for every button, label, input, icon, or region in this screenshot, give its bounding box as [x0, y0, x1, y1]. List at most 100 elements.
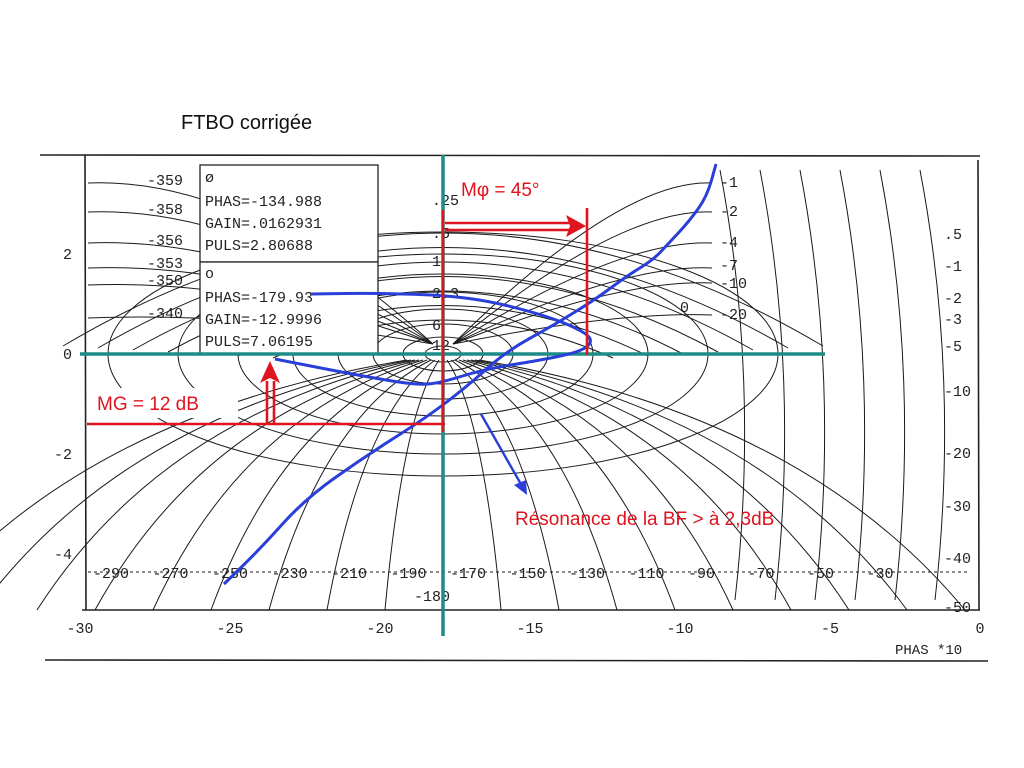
x-tick-label: -20	[366, 621, 393, 638]
far-right-contour	[919, 169, 946, 601]
far-right-gain-label: -40	[944, 551, 971, 568]
plot-frame	[39, 154, 989, 662]
iso-phase-contour	[0, 359, 408, 532]
far-right-gain-label: -50	[944, 600, 971, 617]
right-gain-label: -20	[720, 307, 747, 324]
left-phase-label: -353	[147, 256, 183, 273]
info-box-lower-gain: GAIN=-12.9996	[205, 312, 322, 329]
gain-margin-label: MG = 12 dB	[97, 394, 199, 415]
gain-margin-arrowhead	[260, 361, 280, 383]
iso-phase-contour	[268, 359, 432, 611]
iso-phase-contour	[478, 359, 966, 611]
y-tick-label: -4	[54, 547, 72, 564]
info-box-lower-phas: PHAS=-179.93	[205, 290, 313, 307]
axis-labels: -30 -25 -20 -15 -10 -5 020-2-4	[54, 247, 985, 638]
phase-180-label: -180	[414, 589, 450, 606]
x-tick-label: -10	[666, 621, 693, 638]
right-gain-contour	[452, 314, 713, 345]
center-gain-label: 6	[432, 318, 441, 335]
right-gain-contour	[452, 211, 713, 345]
closed-loop-phase-label: -210	[331, 566, 367, 583]
left-phase-label: -358	[147, 202, 183, 219]
open-loop-curve	[222, 163, 718, 586]
info-box-lower-symbol: o	[205, 266, 214, 283]
iso-phase-contour	[450, 359, 560, 611]
right-gain-label: -2	[720, 204, 738, 221]
y-tick-label: -2	[54, 447, 72, 464]
far-right-gain-label: -10	[944, 384, 971, 401]
left-phase-label: -340	[147, 306, 183, 323]
phase-margin-marker	[441, 208, 589, 432]
far-right-contour	[759, 169, 786, 601]
y-tick-label: 2	[63, 247, 72, 264]
phase-margin-label: Mφ = 45°	[461, 180, 540, 201]
closed-loop-phase-label: -190	[391, 566, 427, 583]
resonance-arrow	[479, 413, 527, 495]
iso-phase-contour	[36, 359, 416, 611]
far-right-contour	[879, 169, 906, 601]
iso-phase-contour	[466, 359, 792, 611]
far-right-gain-label: -20	[944, 446, 971, 463]
center-gain-label: .25	[432, 193, 459, 210]
right-gain-label: -7	[720, 258, 738, 275]
iso-phase-contour	[474, 359, 908, 611]
center-gain-label: 12	[432, 338, 450, 355]
right-gain-label: -10	[720, 276, 747, 293]
center-gain-label: 1	[432, 254, 441, 271]
iso-phase-contour	[462, 359, 734, 611]
info-box-upper-symbol: ø	[205, 170, 214, 187]
far-right-gain-label: -30	[944, 499, 971, 516]
center-gain-label: .5	[432, 226, 450, 243]
closed-loop-phase-label: -230	[272, 566, 308, 583]
grid-labels: -359-358-356-353-350-340.25.512.3612-1-2…	[93, 173, 971, 617]
closed-loop-phase-label: -50	[807, 566, 834, 583]
info-box-lower-puls: PULS=7.06195	[205, 334, 313, 351]
left-phase-label: -356	[147, 233, 183, 250]
far-right-gain-label: -5	[944, 339, 962, 356]
left-phase-label: -359	[147, 173, 183, 190]
right-gain-contour	[452, 242, 713, 345]
right-gain-contour	[452, 267, 713, 345]
iso-phase-contour	[454, 359, 618, 611]
closed-loop-phase-label: -290	[93, 566, 129, 583]
left-phase-label: -350	[147, 273, 183, 290]
closed-loop-curve	[274, 291, 592, 386]
x-tick-label: -30	[66, 621, 93, 638]
x-axis-title: PHAS *10	[895, 643, 962, 659]
iso-phase-contour	[446, 359, 502, 611]
far-right-gain-label: .5	[944, 227, 962, 244]
right-gain-label: -1	[720, 175, 738, 192]
closed-loop-phase-label: -270	[153, 566, 189, 583]
gain-margin-label-bg	[92, 388, 238, 418]
info-box-upper-puls: PULS=2.80688	[205, 238, 313, 255]
iso-phase-contour	[470, 359, 850, 611]
info-box-upper-phas: PHAS=-134.988	[205, 194, 322, 211]
far-right-gain-label: -2	[944, 291, 962, 308]
resonance-label: Résonance de la BF > à 2,3dB	[515, 509, 774, 530]
iso-phase-contour	[384, 359, 440, 611]
chart-title: FTBO corrigée	[181, 112, 313, 134]
info-box-upper: ø PHAS=-134.988 GAIN=.0162931 PULS=2.806…	[199, 164, 379, 263]
far-right-gain-label: -1	[944, 259, 962, 276]
iso-phase-contour	[210, 359, 428, 611]
right-gain-label: -4	[720, 235, 738, 252]
y-tick-label: 0	[63, 347, 72, 364]
closed-loop-phase-label: -70	[748, 566, 775, 583]
closed-loop-phase-label: -150	[510, 566, 546, 583]
x-tick-label: 0	[975, 621, 984, 638]
gain-margin-marker	[87, 361, 445, 426]
closed-loop-phase-label: -90	[688, 566, 715, 583]
curves	[222, 163, 718, 586]
iso-phase-contour	[458, 359, 676, 611]
info-box-upper-gain: GAIN=.0162931	[205, 216, 322, 233]
far-right-gain-label: -3	[944, 312, 962, 329]
right-gain-label: 0	[680, 300, 689, 317]
far-right-contour	[719, 169, 746, 601]
x-tick-label: -15	[516, 621, 543, 638]
phase-margin-arrowhead	[566, 215, 586, 237]
info-box-lower: o PHAS=-179.93 GAIN=-12.9996 PULS=7.0619…	[199, 261, 379, 355]
closed-loop-phase-label: -250	[212, 566, 248, 583]
far-right-contour	[839, 169, 866, 601]
iso-phase-contour	[326, 359, 436, 611]
